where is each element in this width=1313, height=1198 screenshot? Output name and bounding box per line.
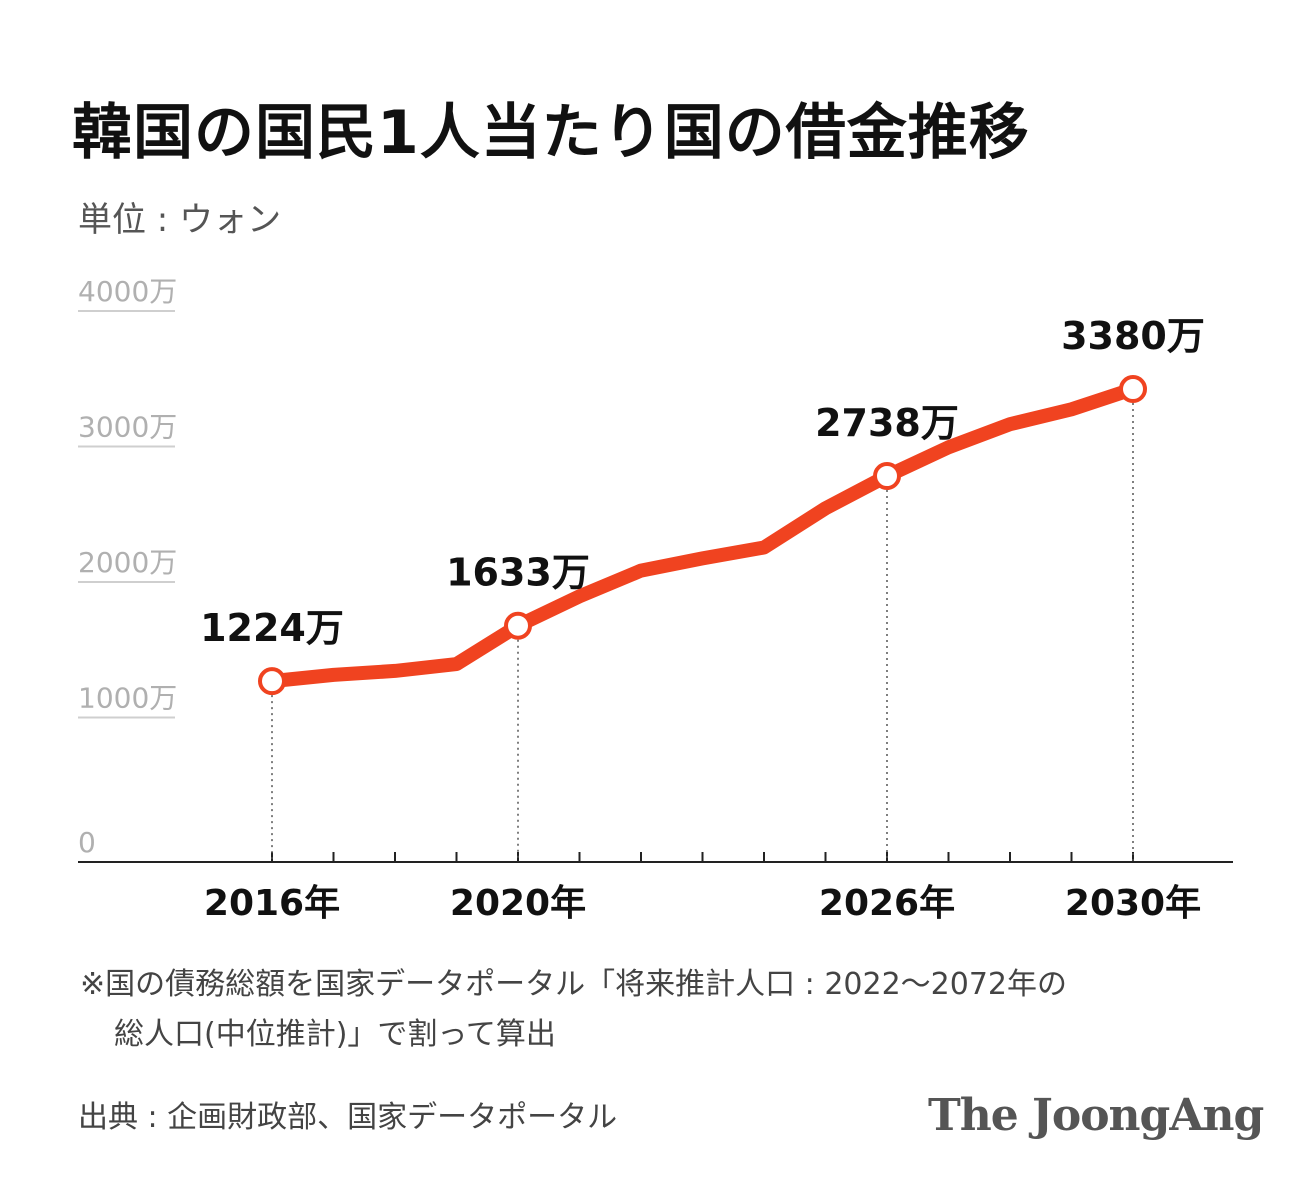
data-point-marker (504, 611, 532, 640)
source-text: 出典 : 企画財政部、国家データポータル (78, 1100, 618, 1135)
line-chart: 0 1000万 2000万 3000万 4000万 1224万 1633万 2738万 3380… (78, 275, 1233, 924)
publisher-logo: The JoongAng (928, 1090, 1264, 1141)
data-point-marker (258, 667, 286, 696)
data-point-marker (1119, 375, 1147, 404)
x-tick-label: 2020年 (450, 883, 586, 924)
x-tick-label: 2016年 (204, 883, 340, 924)
series-line (265, 382, 1140, 689)
y-tick-label: 3000万 (78, 411, 177, 444)
chart-title: 韓国の国民1人当たり国の借金推移 (72, 98, 1030, 168)
footnote: ※国の債務総額を国家データポータル「将来推計人口 : 2022～2072年の 総… (80, 960, 1067, 1060)
footnote-line-2: 総人口(中位推計)」で割って算出 (114, 1017, 556, 1052)
footnote-line-1: ※国の債務総額を国家データポータル「将来推計人口 : 2022～2072年の (80, 967, 1068, 1002)
x-tick-label: 2030年 (1065, 883, 1201, 924)
data-label: 3380万 (1061, 314, 1205, 358)
data-point-marker (873, 462, 901, 491)
data-label: 1224万 (200, 606, 344, 650)
y-tick-label: 4000万 (78, 275, 177, 308)
y-tick-label: 0 (78, 826, 96, 859)
y-tick-label: 1000万 (78, 682, 177, 715)
data-label: 2738万 (815, 401, 959, 445)
y-tick-label: 2000万 (78, 546, 177, 579)
x-tick-label: 2026年 (819, 883, 955, 924)
data-label: 1633万 (446, 551, 590, 595)
unit-label: 単位 : ウォン (78, 200, 282, 240)
